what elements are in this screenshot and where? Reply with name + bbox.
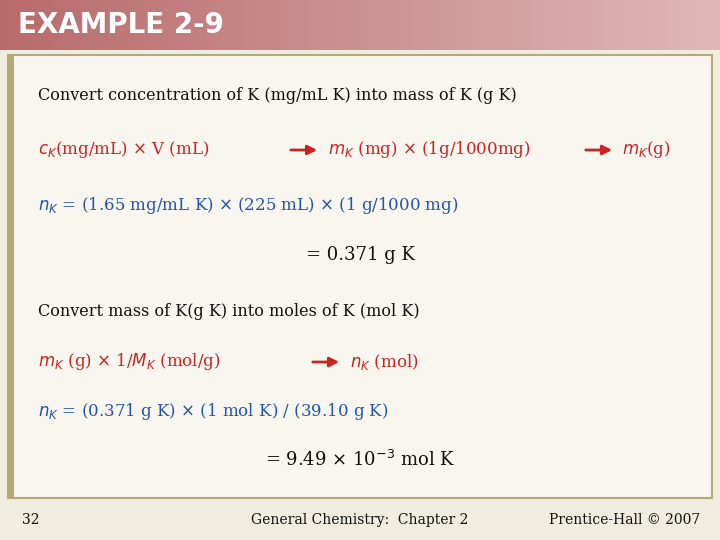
Text: $n_K$ = (0.371 g K) $\times$ (1 mol K) / (39.10 g K): $n_K$ = (0.371 g K) $\times$ (1 mol K) /…	[38, 402, 389, 422]
Bar	[216, 0, 226, 50]
Bar	[117, 0, 127, 50]
Bar	[351, 0, 361, 50]
Bar	[450, 0, 460, 50]
Text: 32: 32	[22, 513, 40, 527]
Text: $c_K$(mg/mL) $\times$ V (mL): $c_K$(mg/mL) $\times$ V (mL)	[38, 139, 210, 160]
Bar	[81, 0, 91, 50]
Bar	[666, 0, 676, 50]
Bar	[603, 0, 613, 50]
Text: $n_K$ (mol): $n_K$ (mol)	[350, 352, 418, 372]
Bar	[549, 0, 559, 50]
Bar	[612, 0, 622, 50]
Bar	[477, 0, 487, 50]
Bar	[684, 0, 694, 50]
Bar	[72, 0, 82, 50]
Bar	[315, 0, 325, 50]
Bar	[9, 0, 19, 50]
Bar	[486, 0, 496, 50]
Bar	[8, 55, 712, 498]
Bar	[108, 0, 118, 50]
Bar	[180, 0, 190, 50]
Bar	[243, 0, 253, 50]
Bar	[576, 0, 586, 50]
Bar	[432, 0, 442, 50]
Bar	[657, 0, 667, 50]
Bar	[27, 0, 37, 50]
Bar	[45, 0, 55, 50]
Bar	[18, 0, 28, 50]
Bar	[99, 0, 109, 50]
Bar	[225, 0, 235, 50]
Bar	[261, 0, 271, 50]
Bar	[360, 0, 370, 50]
Bar	[702, 0, 712, 50]
Bar	[675, 0, 685, 50]
Bar	[711, 0, 720, 50]
Bar	[126, 0, 136, 50]
Bar	[270, 0, 280, 50]
Text: $m_K$ (g) $\times$ 1/$\mathit{M}_K$ (mol/g): $m_K$ (g) $\times$ 1/$\mathit{M}_K$ (mol…	[38, 352, 220, 373]
Bar	[324, 0, 334, 50]
Bar	[495, 0, 505, 50]
Bar	[468, 0, 478, 50]
Text: Convert mass of K(g K) into moles of K (mol K): Convert mass of K(g K) into moles of K (…	[38, 303, 420, 321]
Text: Prentice-Hall © 2007: Prentice-Hall © 2007	[549, 513, 700, 527]
Bar	[135, 0, 145, 50]
Bar	[189, 0, 199, 50]
Bar	[63, 0, 73, 50]
Bar	[162, 0, 172, 50]
Bar	[405, 0, 415, 50]
Text: $n_K$ = (1.65 mg/mL K) $\times$ (225 mL) $\times$ (1 g/1000 mg): $n_K$ = (1.65 mg/mL K) $\times$ (225 mL)…	[38, 194, 459, 215]
Bar	[423, 0, 433, 50]
Bar	[207, 0, 217, 50]
Bar	[171, 0, 181, 50]
Bar	[630, 0, 640, 50]
Text: EXAMPLE 2-9: EXAMPLE 2-9	[18, 11, 224, 39]
Bar	[585, 0, 595, 50]
Text: General Chemistry:  Chapter 2: General Chemistry: Chapter 2	[251, 513, 469, 527]
Bar	[540, 0, 550, 50]
Bar	[594, 0, 604, 50]
Bar	[90, 0, 100, 50]
Bar	[522, 0, 532, 50]
Bar	[378, 0, 388, 50]
Bar	[153, 0, 163, 50]
Text: Convert concentration of K (mg/mL K) into mass of K (g K): Convert concentration of K (mg/mL K) int…	[38, 87, 517, 105]
Bar	[387, 0, 397, 50]
Bar	[252, 0, 262, 50]
Bar	[333, 0, 343, 50]
Bar	[621, 0, 631, 50]
Bar	[414, 0, 424, 50]
Bar	[54, 0, 64, 50]
Bar	[144, 0, 154, 50]
Bar	[648, 0, 658, 50]
Text: $m_K$(g): $m_K$(g)	[622, 139, 670, 160]
Bar	[459, 0, 469, 50]
Bar	[693, 0, 703, 50]
Bar	[513, 0, 523, 50]
Text: = 9.49 $\times$ 10$^{-3}$ mol K: = 9.49 $\times$ 10$^{-3}$ mol K	[265, 450, 455, 470]
Bar	[198, 0, 208, 50]
Bar	[369, 0, 379, 50]
Bar	[8, 55, 14, 498]
Bar	[639, 0, 649, 50]
Bar	[306, 0, 316, 50]
Bar	[234, 0, 244, 50]
Bar	[342, 0, 352, 50]
Bar	[297, 0, 307, 50]
Text: $m_K$ (mg) $\times$ (1g/1000mg): $m_K$ (mg) $\times$ (1g/1000mg)	[328, 139, 531, 160]
Bar	[441, 0, 451, 50]
Bar	[531, 0, 541, 50]
Bar	[567, 0, 577, 50]
Bar	[279, 0, 289, 50]
Bar	[288, 0, 298, 50]
Text: = 0.371 g K: = 0.371 g K	[305, 246, 415, 264]
Bar	[396, 0, 406, 50]
Bar	[0, 0, 10, 50]
Bar	[558, 0, 568, 50]
Bar	[504, 0, 514, 50]
Bar	[36, 0, 46, 50]
